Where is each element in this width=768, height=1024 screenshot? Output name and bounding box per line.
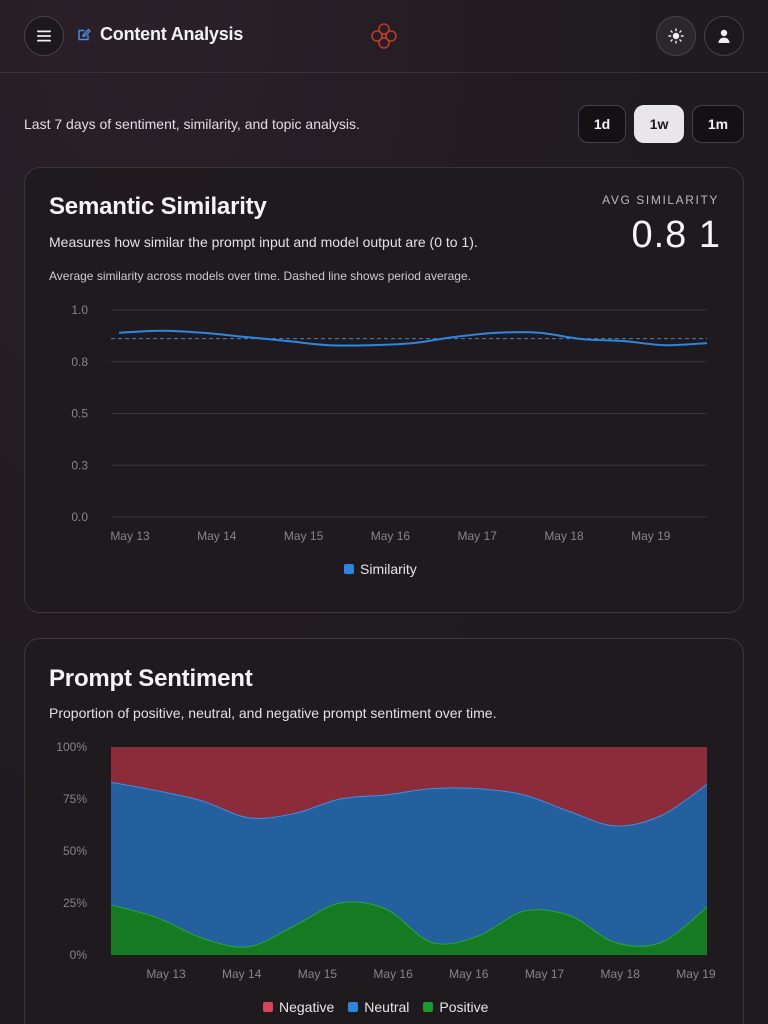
- legend-label: Neutral: [364, 999, 410, 1015]
- y-tick-label: 0.5: [71, 407, 88, 421]
- legend-swatch: [344, 564, 354, 574]
- legend-label: Positive: [439, 999, 489, 1015]
- y-tick-label: 0.3: [71, 458, 88, 472]
- theme-toggle-button[interactable]: [656, 16, 696, 56]
- y-tick-label: 1.0: [71, 303, 88, 317]
- menu-button[interactable]: [24, 16, 64, 56]
- card-description: Measures how similar the prompt input an…: [49, 234, 478, 250]
- x-tick-label: May 19: [676, 967, 716, 981]
- legend-item-positive[interactable]: Positive: [423, 999, 488, 1015]
- prompt-sentiment-card: Prompt Sentiment Proportion of positive,…: [24, 638, 744, 1024]
- legend-item-negative[interactable]: Negative: [263, 999, 334, 1015]
- series-line-neutral: [110, 781, 708, 827]
- avg-similarity-label: AVG SIMILARITY: [602, 193, 719, 207]
- x-tick-label: May 15: [298, 967, 338, 981]
- page-title-group: Content Analysis: [76, 24, 243, 45]
- app-header: Content Analysis: [0, 0, 768, 73]
- sentiment-area-chart: 100% 75% 50% 25% 0% May 13 May 14 May 15 May 16 M…: [56, 740, 716, 981]
- similarity-legend: Similarity: [344, 561, 417, 577]
- legend-label: Negative: [279, 999, 335, 1015]
- y-tick-label: 0%: [70, 948, 88, 962]
- avg-similarity-value: 0.8 1: [631, 214, 721, 256]
- sentiment-legend: Negative Neutral Positive: [263, 999, 488, 1015]
- x-tick-label: May 17: [458, 529, 498, 543]
- x-tick-label: May 14: [222, 967, 262, 981]
- legend-item-similarity[interactable]: Similarity: [344, 561, 417, 577]
- x-tick-label: May 13: [146, 967, 186, 981]
- legend-swatch: [263, 1002, 273, 1012]
- page-title: Content Analysis: [100, 24, 244, 44]
- similarity-line-chart: 1.0 0.8 0.5 0.3 0.0 May 13 May 14 May 15 May 16 M…: [71, 303, 708, 543]
- x-tick-label: May 15: [284, 529, 324, 543]
- x-tick-label: May 17: [525, 967, 565, 981]
- card-title: Semantic Similarity: [49, 193, 267, 220]
- area-neutral: [111, 782, 707, 948]
- x-tick-label: May 18: [544, 529, 584, 543]
- logo-knot-icon: [371, 23, 397, 49]
- card-title: Prompt Sentiment: [49, 665, 253, 692]
- y-tick-label: 25%: [63, 896, 87, 910]
- x-tick-label: May 16: [449, 967, 489, 981]
- legend-swatch: [423, 1002, 434, 1012]
- legend-item-neutral[interactable]: Neutral: [348, 999, 409, 1015]
- x-tick-label: May 14: [197, 529, 237, 543]
- legend-swatch: [348, 1002, 359, 1012]
- menu-icon: [37, 30, 51, 42]
- area-negative: [111, 747, 707, 827]
- x-tick-label: May 16: [371, 529, 411, 543]
- sun-icon: [668, 28, 684, 44]
- edit-icon: [78, 28, 91, 40]
- chart-note: Average similarity across models over ti…: [49, 269, 471, 283]
- x-tick-label: May 16: [373, 967, 413, 981]
- y-tick-label: 50%: [63, 844, 87, 858]
- y-tick-label: 75%: [63, 792, 87, 806]
- range-1m-button[interactable]: 1m: [692, 105, 744, 143]
- user-account-button[interactable]: [704, 16, 744, 56]
- y-tick-label: 100%: [56, 740, 87, 754]
- legend-label: Similarity: [360, 561, 417, 577]
- y-tick-label: 0.8: [71, 355, 88, 369]
- x-tick-label: May 13: [110, 529, 150, 543]
- area-positive: [111, 901, 707, 955]
- x-tick-label: May 18: [601, 967, 641, 981]
- range-1w-button[interactable]: 1w: [634, 105, 684, 143]
- semantic-similarity-card: Semantic Similarity Measures how similar…: [24, 167, 744, 613]
- card-description: Proportion of positive, neutral, and neg…: [49, 705, 497, 721]
- series-line-positive: [110, 901, 708, 948]
- page-subtitle: Last 7 days of sentiment, similarity, an…: [24, 116, 360, 132]
- y-tick-label: 0.0: [71, 510, 88, 524]
- range-1d-button[interactable]: 1d: [578, 105, 626, 143]
- user-icon: [718, 29, 730, 43]
- x-tick-label: May 19: [631, 529, 671, 543]
